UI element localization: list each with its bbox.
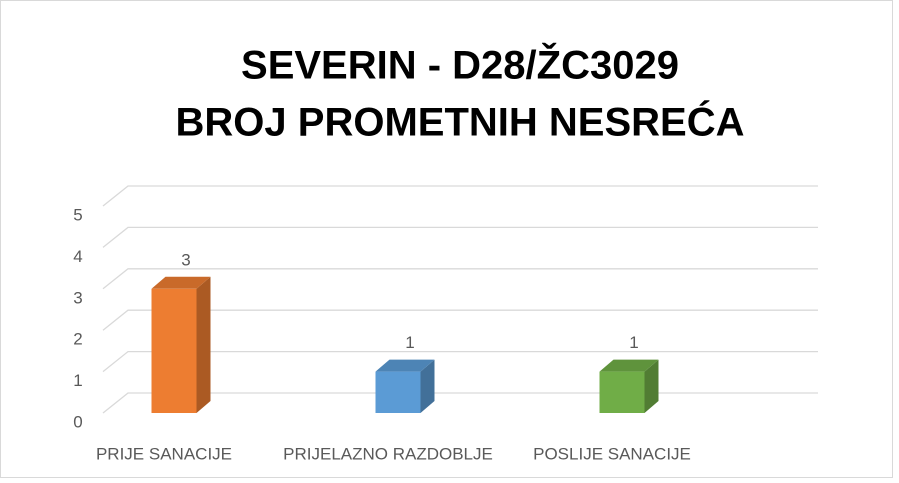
bar	[151, 288, 197, 413]
chart-title: BROJ PROMETNIH NESREĆA	[176, 99, 745, 145]
y-tick-label: 1	[73, 371, 82, 390]
grid-line	[102, 350, 818, 373]
x-tick-label: PRIJELAZNO RAZDOBLJE	[283, 444, 493, 463]
y-tick-label: 3	[73, 288, 82, 307]
grid-line	[102, 309, 818, 331]
data-label: 1	[405, 333, 414, 352]
bar-top	[151, 276, 211, 289]
bar-side	[644, 359, 659, 413]
x-tick-label: POSLIJE SANACIJE	[533, 444, 691, 463]
bar	[599, 371, 645, 413]
bar-top	[375, 359, 435, 372]
grid-line	[102, 392, 818, 414]
grid-line	[102, 268, 818, 290]
grid-line	[102, 185, 818, 207]
x-tick-label: PRIJE SANACIJE	[96, 444, 232, 463]
bar-side	[420, 359, 435, 413]
bar-top	[599, 359, 659, 372]
grid-line	[102, 226, 818, 248]
bar-side	[196, 276, 211, 413]
chart-title: SEVERIN - D28/ŽC3029	[241, 42, 679, 88]
y-tick-label: 5	[73, 205, 82, 224]
data-label: 1	[629, 333, 638, 352]
y-tick-label: 4	[73, 247, 82, 266]
y-tick-label: 0	[73, 412, 82, 431]
y-tick-label: 2	[73, 330, 82, 349]
data-label: 3	[181, 250, 190, 269]
bar	[375, 371, 421, 413]
